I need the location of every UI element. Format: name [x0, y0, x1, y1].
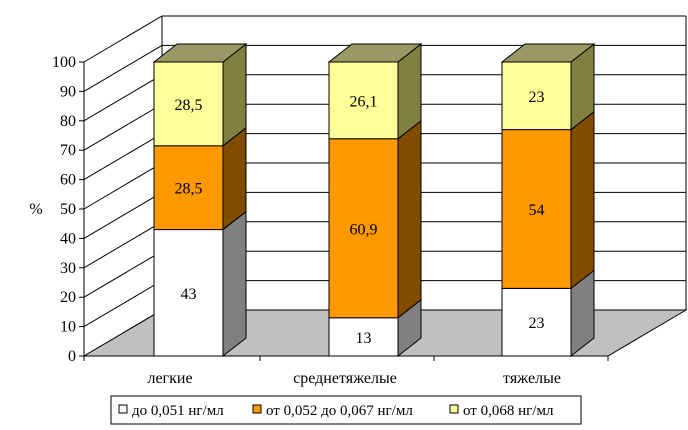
bar-segment-side — [570, 110, 595, 290]
legend-entry: от 0,052 до 0,067 нг/мл — [266, 403, 413, 419]
legend-box — [110, 395, 582, 425]
data-label: 28,5 — [175, 97, 203, 114]
bar-segment-side — [397, 119, 422, 319]
bar-top — [152, 43, 248, 63]
y-tick-label: 0 — [68, 348, 76, 365]
legend-swatch — [252, 404, 262, 414]
data-label: 43 — [181, 286, 197, 303]
data-label: 23 — [529, 315, 545, 332]
bar-segment-front — [501, 129, 572, 289]
legend-entry: от 0,068 нг/мл — [463, 403, 554, 419]
legend-swatch — [449, 404, 459, 414]
bars: 43 28,5 28,5 13 60,9 26,1 23 54 23 — [152, 42, 596, 358]
y-tick-label: 50 — [60, 201, 76, 218]
legend-swatch — [118, 404, 128, 414]
y-tick-label: 90 — [60, 83, 76, 100]
y-tick-label: 40 — [60, 230, 76, 247]
category-label: легкие — [147, 370, 192, 387]
data-label: 28,5 — [175, 181, 203, 198]
y-axis-label: % — [29, 201, 42, 218]
bar-segment-front — [328, 61, 399, 140]
category-label: среднетяжелые — [293, 370, 397, 387]
data-label: 26,1 — [350, 93, 378, 110]
bar-segment-front — [501, 61, 572, 131]
y-tick-label: 60 — [60, 172, 76, 189]
y-tick-label: 80 — [60, 113, 76, 130]
y-tick-label: 70 — [60, 142, 76, 159]
y-tick-label: 100 — [52, 54, 76, 71]
category-label: тяжелые — [503, 370, 561, 387]
bar-segment-front — [328, 317, 399, 357]
bar-segment-front — [328, 138, 399, 319]
y-tick-label: 30 — [60, 260, 76, 277]
bar-top — [327, 43, 423, 63]
bar-segment-front — [501, 287, 572, 357]
bar-segment-front — [153, 145, 224, 231]
data-label: 60,9 — [350, 221, 378, 238]
bar-top — [500, 43, 596, 63]
legend-entry: до 0,051 нг/мл — [132, 403, 224, 419]
data-label: 54 — [529, 202, 545, 219]
legend: до 0,051 нг/мл от 0,052 до 0,067 нг/мл от … — [110, 395, 582, 425]
data-label: 13 — [356, 330, 372, 347]
bar-segment-side — [222, 210, 247, 358]
data-label: 23 — [529, 89, 545, 106]
bar-segment-front — [153, 229, 224, 357]
y-tick-label: 20 — [60, 289, 76, 306]
y-tick-label: 10 — [60, 319, 76, 336]
category-axis: легкие среднетяжелые тяжелые — [147, 370, 561, 387]
